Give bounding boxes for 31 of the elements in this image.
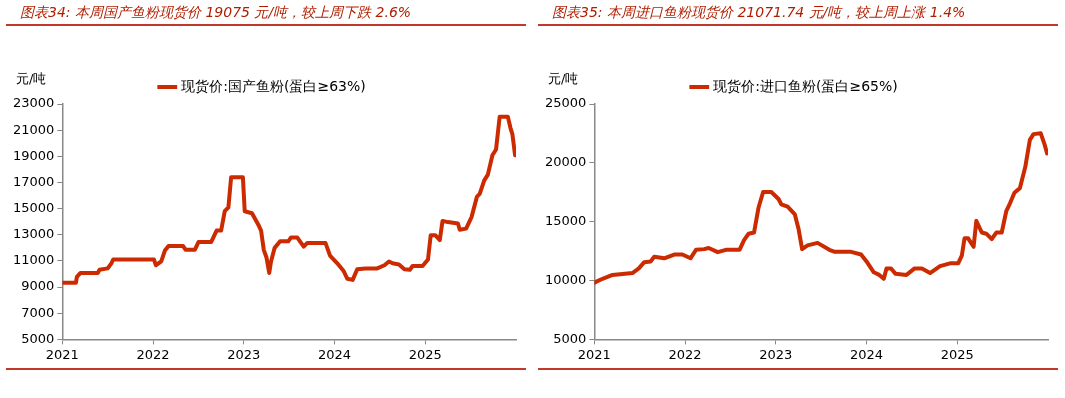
y-tick-label: 20000 bbox=[545, 154, 587, 170]
y-tick-label: 7000 bbox=[21, 304, 55, 320]
y-tick-label: 13000 bbox=[13, 226, 55, 242]
y-tick-label: 11000 bbox=[13, 252, 55, 268]
y-axis-title: 元/吨 bbox=[16, 70, 47, 86]
x-tick-label: 2021 bbox=[45, 346, 79, 362]
chart-title: 图表35: 本周进口鱼粉现货价 21071.74 元/吨，较上周上涨 1.4% bbox=[538, 0, 1058, 26]
x-tick-label: 2024 bbox=[318, 346, 352, 362]
legend-label: 现货价:进口鱼粉(蛋白≥65%) bbox=[713, 77, 898, 94]
x-tick-label: 2023 bbox=[759, 346, 793, 362]
y-axis-title: 元/吨 bbox=[548, 70, 579, 86]
y-tick-label: 17000 bbox=[13, 173, 55, 189]
y-tick-label: 15000 bbox=[545, 213, 587, 229]
y-tick-label: 5000 bbox=[21, 330, 55, 346]
y-tick-label: 21000 bbox=[13, 121, 55, 137]
x-tick-label: 2021 bbox=[577, 346, 611, 362]
x-tick-label: 2022 bbox=[136, 346, 170, 362]
x-tick-label: 2025 bbox=[940, 346, 974, 362]
y-tick-label: 9000 bbox=[21, 278, 55, 294]
y-tick-label: 19000 bbox=[13, 147, 55, 163]
y-tick-label: 23000 bbox=[13, 95, 55, 111]
x-tick-label: 2025 bbox=[408, 346, 442, 362]
y-tick-label: 15000 bbox=[13, 200, 55, 215]
y-tick-label: 5000 bbox=[553, 330, 587, 346]
legend-label: 现货价:国产鱼粉(蛋白≥63%) bbox=[181, 77, 366, 94]
y-tick-label: 10000 bbox=[545, 271, 587, 287]
x-tick-label: 2023 bbox=[227, 346, 261, 362]
x-tick-label: 2024 bbox=[850, 346, 884, 362]
y-tick-label: 25000 bbox=[545, 95, 587, 111]
chart-title: 图表34: 本周国产鱼粉现货价 19075 元/吨，较上周下跌 2.6% bbox=[6, 0, 526, 26]
x-tick-label: 2022 bbox=[668, 346, 702, 362]
